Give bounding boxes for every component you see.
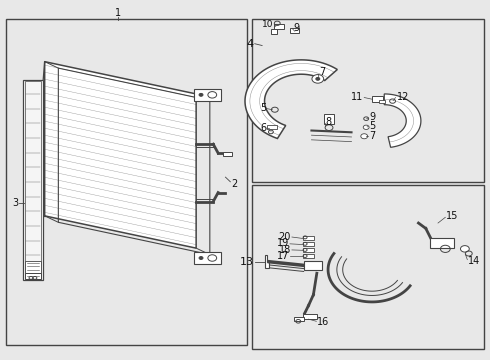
Bar (274, 24, 284, 29)
Bar (303, 254, 315, 258)
Bar (223, 152, 232, 156)
Text: 19: 19 (277, 238, 289, 248)
Bar (25, 81, 41, 279)
Text: 9: 9 (294, 23, 300, 33)
Bar (290, 28, 299, 33)
Text: 15: 15 (446, 211, 459, 221)
Circle shape (461, 246, 469, 252)
Bar (194, 252, 220, 264)
Polygon shape (265, 255, 270, 268)
Text: 5: 5 (369, 121, 375, 131)
Text: 12: 12 (396, 92, 409, 102)
Text: 7: 7 (369, 131, 375, 141)
Circle shape (199, 257, 203, 260)
Circle shape (363, 125, 369, 130)
Bar (372, 96, 383, 102)
Bar (252, 185, 485, 348)
Circle shape (312, 75, 324, 83)
Bar (194, 89, 220, 101)
Text: 14: 14 (468, 256, 480, 266)
Text: 8: 8 (326, 117, 332, 127)
Bar (303, 242, 315, 246)
Text: 16: 16 (318, 317, 330, 327)
Text: 18: 18 (279, 245, 291, 255)
Text: 17: 17 (276, 251, 289, 261)
Text: 13: 13 (240, 257, 254, 267)
Text: 10: 10 (262, 19, 273, 28)
Bar (304, 261, 322, 270)
Text: 7: 7 (319, 67, 325, 77)
Polygon shape (384, 94, 421, 147)
Circle shape (316, 77, 320, 80)
Bar (324, 114, 334, 125)
Text: 3: 3 (12, 198, 18, 208)
Bar (379, 100, 385, 103)
Bar (430, 238, 454, 248)
Polygon shape (45, 62, 196, 248)
Bar (303, 235, 315, 239)
Bar (25, 273, 41, 279)
Text: 4: 4 (246, 39, 254, 49)
Bar (23, 80, 43, 280)
Bar (271, 30, 277, 34)
Text: 20: 20 (278, 232, 291, 242)
Text: 5: 5 (260, 103, 266, 113)
Text: 6: 6 (260, 123, 266, 133)
Circle shape (361, 134, 368, 139)
Bar (25, 261, 41, 278)
Bar (5, 19, 247, 345)
Text: 9: 9 (369, 112, 375, 122)
Text: 1: 1 (115, 8, 121, 18)
Bar (303, 248, 315, 252)
Polygon shape (245, 60, 337, 139)
Bar (252, 19, 485, 182)
Circle shape (199, 93, 203, 96)
Bar (294, 317, 304, 320)
Text: 2: 2 (231, 179, 238, 189)
Bar (303, 314, 318, 319)
Text: 11: 11 (351, 92, 363, 102)
Bar (268, 126, 277, 129)
